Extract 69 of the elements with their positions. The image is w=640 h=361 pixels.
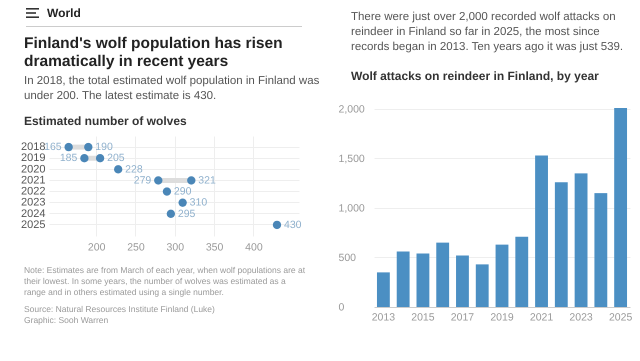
y-tick-label: 2022 <box>21 186 46 198</box>
point <box>114 165 122 174</box>
x-tick-label: 2013 <box>372 312 396 324</box>
bar <box>496 244 508 307</box>
y-tick-label: 2024 <box>21 208 46 220</box>
chart-title: Finland's wolf population has risen dramatically in recent years <box>24 35 284 71</box>
point <box>166 210 176 218</box>
bar <box>554 182 568 307</box>
chart-subtitle: There were just over 2,000 recorded wolf attacks on reindeer in Finland so far in 2025, the most since records began in 2013. Ten years ago it was just 539. <box>351 10 624 55</box>
y-tick-label: 0 <box>338 302 344 314</box>
x-tick-label: 300 <box>166 242 184 254</box>
source-note: Source: Natural Resources Institute Finland (Luke) <box>24 304 216 315</box>
data-label: 190 <box>95 141 113 154</box>
x-tick-label: 2017 <box>450 312 474 324</box>
point <box>272 220 282 230</box>
chart-subtitle: In 2018, the total estimated wolf population in Finland was under 200. The latest estimate is 430. <box>24 74 320 104</box>
bar <box>574 173 588 307</box>
data-label: 290 <box>174 186 192 198</box>
y-tick-label: 1,000 <box>338 202 365 214</box>
x-tick-label: 200 <box>88 242 106 254</box>
data-label: 228 <box>125 163 143 176</box>
bar <box>396 252 410 307</box>
data-label: 205 <box>107 152 125 164</box>
point <box>96 154 104 162</box>
data-label: 185 <box>60 152 78 164</box>
y-tick-label: 2,000 <box>338 103 365 116</box>
x-tick-label: 400 <box>245 242 263 254</box>
point <box>84 142 92 152</box>
data-label: 310 <box>190 196 208 209</box>
x-tick-label: 2019 <box>490 312 514 324</box>
data-label: 321 <box>198 174 216 186</box>
text: Note: Estimates are from March of each year, when wolf populations are at their lowest. In some years, the number of wolves was estimated as a range and in others estimated using a single number. <box>24 265 306 298</box>
x-tick-label: 2021 <box>530 312 554 324</box>
x-tick-label: 2023 <box>569 312 593 324</box>
bar <box>456 256 469 307</box>
data-label: 295 <box>178 208 196 220</box>
data-label: 165 <box>44 141 62 154</box>
bar <box>594 193 608 307</box>
point <box>178 198 187 207</box>
bar <box>614 108 628 307</box>
y-tick-label: 2023 <box>21 196 46 209</box>
point <box>64 142 73 152</box>
y-tick-label: 2021 <box>21 174 46 186</box>
x-tick-label: 250 <box>127 242 145 254</box>
y-tick-label: 1,500 <box>338 152 365 165</box>
text: Estimated number of wolves <box>24 114 188 128</box>
data-label: 279 <box>134 174 152 186</box>
y-tick-label: 500 <box>338 252 356 264</box>
bar <box>535 156 548 307</box>
point <box>154 176 162 185</box>
bar <box>515 236 528 307</box>
point <box>80 154 89 162</box>
y-tick-label: 2018 <box>21 141 46 154</box>
y-tick-label: 2025 <box>21 218 46 231</box>
y-tick-label: 2020 <box>21 163 46 176</box>
point <box>187 176 196 185</box>
bar <box>416 254 430 307</box>
bar <box>436 242 450 307</box>
x-tick-label: 2025 <box>608 312 632 324</box>
x-tick-label: 2015 <box>411 312 435 324</box>
bar <box>376 272 390 307</box>
bar <box>476 264 489 307</box>
data-label: 430 <box>284 218 302 231</box>
y-tick-label: 2019 <box>21 152 46 164</box>
chart-title: Wolf attacks on reindeer in Finland, by year <box>351 69 600 83</box>
point <box>162 187 172 196</box>
x-tick-label: 350 <box>206 242 224 254</box>
text: World <box>47 6 81 20</box>
text: Graphic: Sooh Warren <box>24 315 110 326</box>
